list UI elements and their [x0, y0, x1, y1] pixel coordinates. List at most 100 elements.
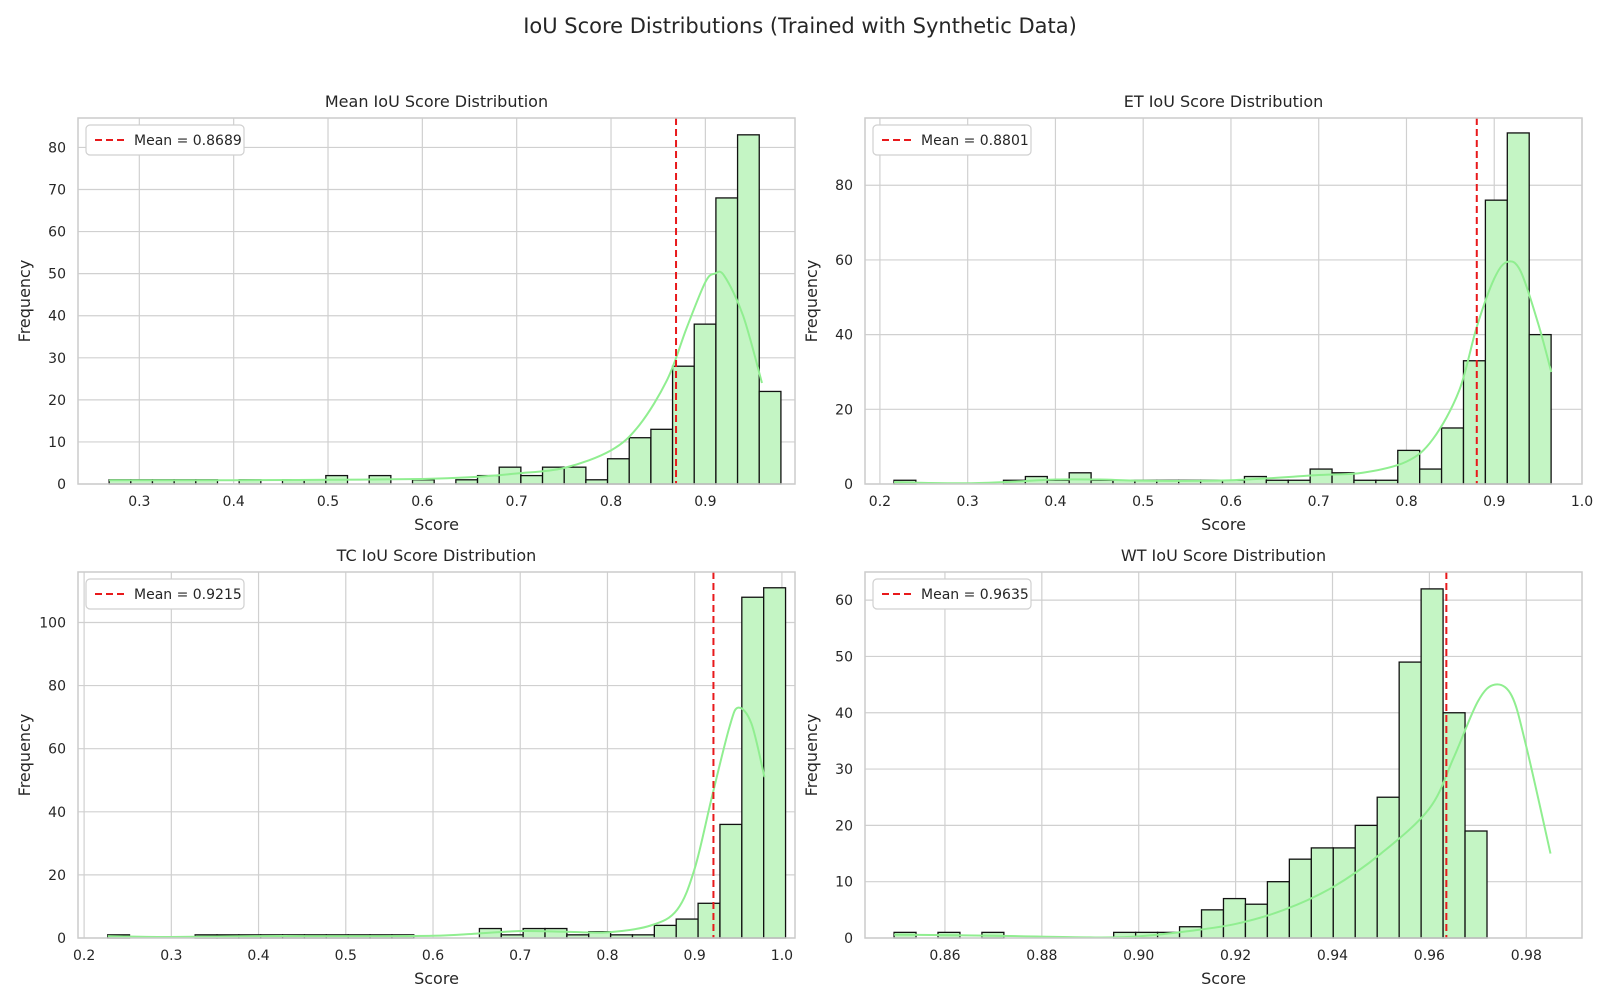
mean-y-tick-label: 80 — [48, 140, 66, 156]
mean-x-tick-label: 0.4 — [223, 494, 245, 510]
wt-histogram-bar — [1332, 847, 1356, 939]
wt-histogram-bar — [1354, 824, 1378, 939]
mean-y-tick-label: 60 — [48, 225, 66, 241]
et-x-tick-label: 0.4 — [1044, 494, 1066, 510]
tc-y-tick-label: 80 — [48, 679, 66, 695]
wt-x-tick-label: 0.86 — [929, 948, 960, 964]
et-subplot-title: ET IoU Score Distribution — [1124, 92, 1324, 111]
mean-subplot: 0.3 0.4 0.5 0.6 0.7 0.8 0.9 0 10 20 30 40 50 60 70 80 Sc… — [15, 92, 796, 534]
tc-x-tick-label: 0.3 — [160, 948, 182, 964]
tc-legend-label: Mean = 0.9215 — [134, 587, 242, 603]
mean-subplot-title: Mean IoU Score Distribution — [325, 92, 548, 111]
et-histogram-bar — [1419, 468, 1443, 485]
et-x-tick-label: 0.3 — [957, 494, 979, 510]
tc-x-tick-label: 0.4 — [247, 948, 269, 964]
wt-x-tick-label: 0.92 — [1220, 948, 1251, 964]
et-y-tick-label: 60 — [835, 253, 853, 269]
mean-x-axis-label: Score — [414, 515, 459, 534]
tc-x-tick-label: 0.7 — [509, 948, 531, 964]
wt-legend: Mean = 0.9635 — [872, 578, 1032, 610]
mean-legend-label: Mean = 0.8689 — [134, 133, 242, 149]
tc-subplot: 0.2 0.3 0.4 0.5 0.6 0.7 0.8 0.9 1.0 0 20 40 60 80 100 S… — [15, 546, 796, 988]
et-x-tick-label: 1.0 — [1571, 494, 1593, 510]
tc-y-tick-label: 100 — [39, 615, 66, 631]
mean-axes-frame — [77, 117, 796, 485]
tc-kde-curve — [107, 706, 766, 939]
wt-y-tick-label: 50 — [835, 649, 853, 665]
tc-y-tick-label: 20 — [48, 868, 66, 884]
tc-x-tick-label: 0.6 — [422, 948, 444, 964]
wt-histogram-bar — [1200, 909, 1225, 939]
tc-histogram-bar — [544, 927, 568, 939]
mean-histogram-bar — [758, 390, 782, 485]
wt-y-tick-label: 60 — [835, 593, 853, 609]
wt-x-tick-label: 0.98 — [1511, 948, 1542, 964]
mean-y-tick-label: 10 — [48, 435, 66, 451]
et-histogram-bar — [1309, 468, 1333, 485]
tc-histogram-bar — [522, 927, 546, 939]
wt-legend-label: Mean = 0.9635 — [921, 587, 1029, 603]
et-x-tick-label: 0.7 — [1308, 494, 1330, 510]
wt-histogram-bar — [1222, 897, 1247, 939]
wt-x-tick-label: 0.94 — [1317, 948, 1348, 964]
mean-histogram-bar — [650, 428, 674, 485]
wt-y-tick-label: 40 — [835, 706, 853, 722]
mean-legend: Mean = 0.8689 — [85, 124, 245, 156]
tc-axes-frame — [77, 571, 796, 939]
tc-histogram-bar — [763, 587, 787, 939]
mean-y-axis-label: Frequency — [15, 260, 34, 343]
tc-histogram-bar — [741, 596, 765, 939]
et-x-tick-label: 0.9 — [1483, 494, 1505, 510]
tc-x-tick-label: 0.2 — [73, 948, 95, 964]
et-legend-box — [872, 124, 1032, 156]
mean-x-tick-label: 0.9 — [694, 494, 716, 510]
tc-y-tick-label: 40 — [48, 805, 66, 821]
mean-histogram-bar — [715, 197, 739, 485]
mean-histogram-bar — [693, 323, 717, 485]
wt-histogram-bar — [1464, 830, 1488, 939]
et-y-tick-label: 40 — [835, 328, 853, 344]
et-histogram-bar — [1462, 360, 1487, 485]
tc-x-tick-label: 0.5 — [335, 948, 357, 964]
tc-histogram-bar — [697, 902, 721, 939]
wt-histogram-bar — [1398, 661, 1422, 939]
figure-title: IoU Score Distributions (Trained with Sy… — [523, 14, 1077, 38]
wt-x-tick-label: 0.90 — [1123, 948, 1154, 964]
mean-x-tick-label: 0.8 — [600, 494, 622, 510]
mean-y-tick-label: 30 — [48, 351, 66, 367]
mean-x-tick-label: 0.6 — [411, 494, 433, 510]
wt-y-axis-label: Frequency — [802, 714, 821, 797]
tc-y-tick-label: 60 — [48, 742, 66, 758]
et-subplot: 0.2 0.3 0.4 0.5 0.6 0.7 0.8 0.9 1.0 0 20 40 60 80 Scor… — [802, 92, 1593, 534]
mean-x-tick-label: 0.5 — [317, 494, 339, 510]
et-x-axis-label: Score — [1201, 515, 1246, 534]
wt-subplot: 0.86 0.88 0.90 0.92 0.94 0.96 0.98 0 10 20 30 40 50 6… — [802, 546, 1583, 988]
mean-y-tick-label: 20 — [48, 393, 66, 409]
et-axes-frame — [864, 117, 1583, 485]
tc-x-tick-label: 1.0 — [771, 948, 793, 964]
mean-histogram-bar — [606, 458, 630, 485]
wt-histogram-bar — [1376, 796, 1400, 939]
mean-y-tick-label: 40 — [48, 309, 66, 325]
tc-x-tick-label: 0.8 — [596, 948, 618, 964]
et-kde-curve — [893, 260, 1553, 485]
tc-histogram-bar — [719, 823, 743, 939]
wt-x-axis-label: Score — [1201, 969, 1246, 988]
wt-histogram-bar — [1420, 588, 1444, 939]
et-histogram-bar — [1440, 427, 1465, 485]
et-y-axis-label: Frequency — [802, 260, 821, 343]
et-y-tick-label: 0 — [844, 477, 853, 493]
et-histogram-bar — [1484, 199, 1508, 485]
wt-y-tick-label: 0 — [844, 931, 853, 947]
mean-histogram-bar — [563, 466, 587, 485]
tc-legend-box — [85, 578, 245, 610]
et-legend: Mean = 0.8801 — [872, 124, 1032, 156]
tc-histogram-bar — [653, 924, 677, 939]
wt-histogram-bar — [1288, 858, 1312, 939]
tc-subplot-title: TC IoU Score Distribution — [336, 546, 537, 565]
et-legend-label: Mean = 0.8801 — [921, 133, 1029, 149]
wt-subplot-title: WT IoU Score Distribution — [1121, 546, 1326, 565]
mean-y-tick-label: 0 — [57, 477, 66, 493]
